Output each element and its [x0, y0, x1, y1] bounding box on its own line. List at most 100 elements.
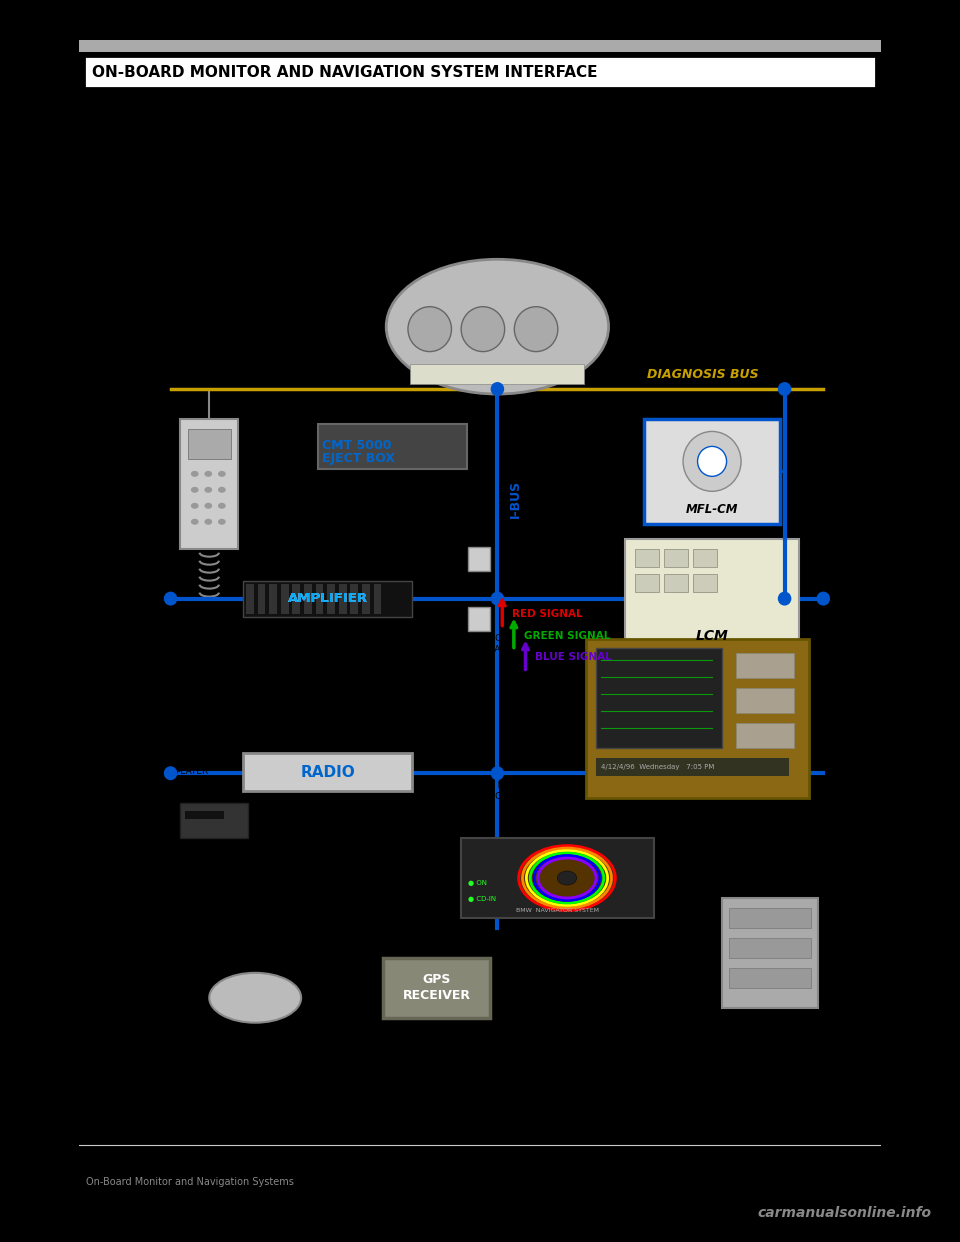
- Bar: [246, 584, 253, 614]
- Ellipse shape: [515, 307, 558, 351]
- Text: BLUE SIGNAL: BLUE SIGNAL: [535, 652, 612, 662]
- Text: carmanualsonline.info: carmanualsonline.info: [757, 1206, 931, 1220]
- Bar: [185, 811, 224, 820]
- Ellipse shape: [461, 307, 505, 351]
- Text: GPS
RECEIVER: GPS RECEIVER: [402, 974, 470, 1002]
- Text: BMW  NAVIGATOR SYSTEM: BMW NAVIGATOR SYSTEM: [516, 908, 599, 913]
- Bar: [644, 419, 780, 524]
- Bar: [736, 723, 794, 748]
- Text: AMPLIFIER: AMPLIFIER: [288, 592, 368, 605]
- Ellipse shape: [408, 307, 451, 351]
- Text: •: •: [96, 118, 104, 130]
- Bar: [350, 584, 358, 614]
- Ellipse shape: [204, 487, 212, 493]
- Bar: [180, 804, 248, 838]
- Ellipse shape: [191, 519, 199, 524]
- Bar: [587, 638, 808, 799]
- Text: RADIO: RADIO: [300, 765, 355, 780]
- Ellipse shape: [218, 503, 226, 509]
- Bar: [693, 574, 717, 591]
- Text: NAVIGATION
AUDIO
SIGNALS: NAVIGATION AUDIO SIGNALS: [311, 843, 366, 874]
- Bar: [293, 584, 300, 614]
- Bar: [693, 549, 717, 566]
- Text: •: •: [96, 227, 104, 241]
- Ellipse shape: [778, 591, 791, 606]
- Bar: [663, 574, 688, 591]
- Bar: [188, 428, 230, 458]
- Bar: [362, 584, 370, 614]
- Bar: [383, 958, 490, 1017]
- Text: LCM: LCM: [696, 630, 729, 643]
- Text: K-BUS: K-BUS: [300, 368, 342, 381]
- Text: WHEEL
SPEED
SIGNAL: WHEEL SPEED SIGNAL: [747, 856, 793, 891]
- Text: 58: 58: [86, 1164, 106, 1179]
- Text: 4/12/4/96  Wednesday   7:05 PM: 4/12/4/96 Wednesday 7:05 PM: [601, 764, 714, 770]
- Bar: [269, 584, 276, 614]
- Bar: [316, 584, 324, 614]
- Ellipse shape: [698, 446, 727, 477]
- Bar: [468, 606, 490, 631]
- Text: GREEN SIGNAL: GREEN SIGNAL: [523, 631, 610, 641]
- Ellipse shape: [218, 519, 226, 524]
- Bar: [304, 584, 312, 614]
- Ellipse shape: [491, 383, 504, 396]
- Bar: [730, 968, 810, 987]
- Text: AMPLIFIER: AMPLIFIER: [288, 592, 368, 605]
- Text: •: •: [96, 200, 104, 212]
- Ellipse shape: [209, 972, 301, 1022]
- Text: RED SIGNAL: RED SIGNAL: [512, 609, 583, 619]
- Bar: [318, 424, 468, 469]
- Text: On-Board Monitor and Navigation Systems: On-Board Monitor and Navigation Systems: [86, 1177, 295, 1187]
- Text: MFL-CM: MFL-CM: [685, 503, 738, 515]
- Ellipse shape: [204, 519, 212, 524]
- Bar: [180, 419, 238, 549]
- Text: TAPE PLAYER
AUDIO SIGNALS: TAPE PLAYER AUDIO SIGNALS: [473, 781, 544, 801]
- Bar: [461, 838, 654, 918]
- Text: I-BUS: I-BUS: [509, 479, 522, 518]
- Ellipse shape: [164, 591, 178, 606]
- Ellipse shape: [817, 591, 830, 606]
- Ellipse shape: [491, 591, 504, 606]
- Bar: [79, 40, 881, 52]
- Ellipse shape: [191, 471, 199, 477]
- Bar: [736, 653, 794, 678]
- Bar: [730, 908, 810, 928]
- Ellipse shape: [191, 487, 199, 493]
- Text: CD
PLAYER
AUDIO
SIGNALS: CD PLAYER AUDIO SIGNALS: [176, 756, 214, 799]
- Bar: [730, 938, 810, 958]
- Bar: [596, 759, 789, 776]
- Bar: [722, 898, 819, 1007]
- Ellipse shape: [218, 471, 226, 477]
- Bar: [257, 584, 265, 614]
- Bar: [635, 574, 659, 591]
- Bar: [327, 584, 335, 614]
- Ellipse shape: [491, 766, 504, 780]
- Bar: [84, 56, 876, 88]
- Text: •: •: [96, 99, 104, 113]
- Ellipse shape: [218, 487, 226, 493]
- Bar: [281, 584, 289, 614]
- Text: The Mark II nav computer communicates directly on the I-Bus (ARCNET not used).  : The Mark II nav computer communicates di…: [108, 148, 622, 214]
- Ellipse shape: [164, 766, 178, 780]
- Text: AUDIO SIGNALS
FOR AMPLIFICATION: AUDIO SIGNALS FOR AMPLIFICATION: [473, 633, 563, 653]
- Text: Mark II NAV
COMPUTER: Mark II NAV COMPUTER: [503, 933, 612, 972]
- Bar: [410, 364, 585, 384]
- Text: The video module of the Mark I system is not used with the Mark II system in the: The video module of the Mark I system is…: [108, 118, 653, 148]
- Text: GPS
ANTENNA: GPS ANTENNA: [228, 1040, 281, 1062]
- Text: CMT 5000: CMT 5000: [323, 438, 392, 452]
- Bar: [243, 580, 412, 616]
- Ellipse shape: [778, 383, 791, 396]
- Text: EJECT BOX: EJECT BOX: [323, 452, 396, 465]
- Text: DIAGNOSIS BUS: DIAGNOSIS BUS: [647, 368, 758, 381]
- Ellipse shape: [518, 846, 615, 910]
- Text: ● ON: ● ON: [468, 881, 488, 886]
- Ellipse shape: [204, 503, 212, 509]
- Bar: [736, 688, 794, 713]
- Bar: [468, 546, 490, 570]
- Ellipse shape: [204, 471, 212, 477]
- Text: The Mark II nav computer receives two wheel speed sensor signals from the DSC sy: The Mark II nav computer receives two wh…: [108, 200, 614, 230]
- Ellipse shape: [191, 503, 199, 509]
- Text: ON-BOARD MONITOR AND NAVIGATION SYSTEM INTERFACE: ON-BOARD MONITOR AND NAVIGATION SYSTEM I…: [92, 65, 598, 81]
- Text: The I-Bus is the main communication link.: The I-Bus is the main communication link…: [108, 99, 356, 113]
- Bar: [243, 753, 412, 791]
